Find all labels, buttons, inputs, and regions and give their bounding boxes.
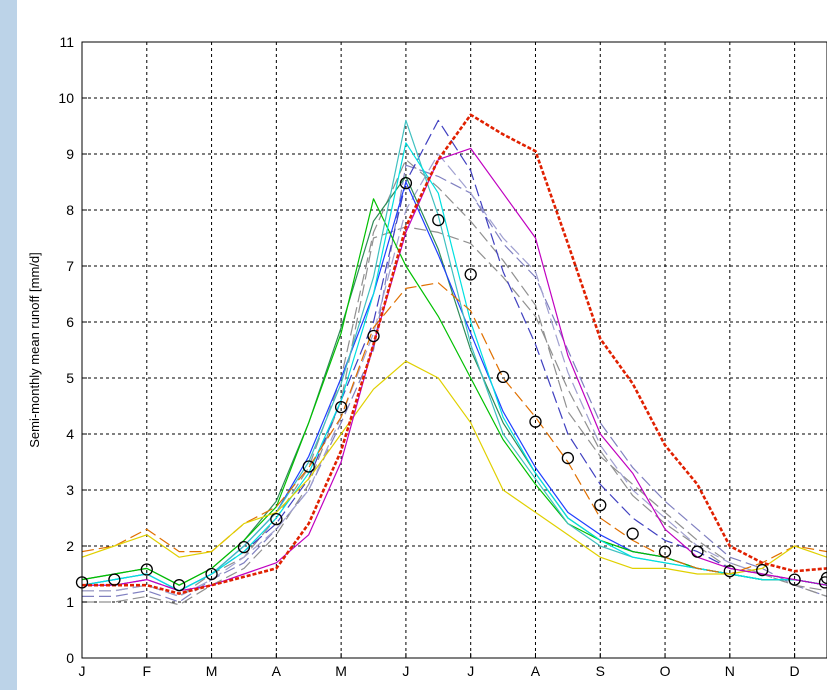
series-line-11 xyxy=(81,282,827,575)
axis-ticks: 0 1 2 3 4 5 6 7 8 9 10 11 J F M A M J J A S O N D xyxy=(58,34,799,679)
y-tick-label: 10 xyxy=(58,90,74,106)
runoff-chart: 0 1 2 3 4 5 6 7 8 9 10 11 J F M A M J J A S O N D Semi-monthly … xyxy=(27,34,827,679)
mean-point xyxy=(788,573,801,586)
mean-point xyxy=(108,573,121,586)
mean-point xyxy=(399,176,413,190)
y-tick-label: 9 xyxy=(66,146,74,162)
mean-point xyxy=(756,563,769,577)
series-line-3 xyxy=(82,159,827,598)
mean-point xyxy=(818,576,827,589)
y-tick-label: 7 xyxy=(66,258,74,274)
mean-point xyxy=(658,545,672,558)
x-tick-label: D xyxy=(790,663,800,679)
x-tick-label: M xyxy=(206,663,218,679)
mean-point xyxy=(237,540,251,554)
x-tick-label: M xyxy=(335,663,347,679)
y-tick-label: 8 xyxy=(66,202,74,218)
series-line-2 xyxy=(82,226,827,606)
mean-point xyxy=(723,565,736,578)
y-tick-label: 11 xyxy=(59,34,74,50)
mean-point xyxy=(270,512,283,526)
series-line-5 xyxy=(82,153,827,598)
series-line-13 xyxy=(82,147,827,592)
y-tick-label: 5 xyxy=(66,370,74,386)
mean-point xyxy=(173,579,186,592)
x-tick-label: O xyxy=(660,663,671,679)
mean-point xyxy=(140,563,153,576)
mean-point xyxy=(561,451,575,465)
x-tick-label: F xyxy=(143,663,152,679)
series-line-12 xyxy=(81,360,827,575)
mean-point xyxy=(496,370,510,384)
mean-point xyxy=(334,400,348,414)
y-tick-label: 2 xyxy=(66,538,74,554)
mean-point xyxy=(432,213,445,227)
series-lines xyxy=(81,113,827,606)
y-axis-label: Semi-monthly mean runoff [mm/d] xyxy=(27,252,42,448)
mean-point xyxy=(626,527,639,540)
mean-point xyxy=(464,268,477,281)
x-tick-label: A xyxy=(272,663,282,679)
grid xyxy=(82,42,827,658)
mean-point xyxy=(691,545,704,558)
x-tick-label: A xyxy=(531,663,541,679)
mean-markers xyxy=(75,176,827,592)
x-tick-label: J xyxy=(402,663,409,679)
y-tick-label: 4 xyxy=(66,426,74,442)
y-tick-label: 1 xyxy=(66,594,74,610)
series-line-1 xyxy=(82,164,827,603)
x-tick-label: S xyxy=(596,663,605,679)
mean-point xyxy=(529,415,542,428)
mean-point xyxy=(205,567,218,581)
plot-window: 0 1 2 3 4 5 6 7 8 9 10 11 J F M A M J J A S O N D Semi-monthly … xyxy=(17,0,827,690)
mean-point xyxy=(302,460,315,473)
y-tick-label: 6 xyxy=(66,314,74,330)
series-line-14 xyxy=(82,113,827,595)
mean-point xyxy=(594,498,607,512)
x-tick-label: J xyxy=(79,663,86,679)
series-line-7 xyxy=(81,181,827,592)
y-tick-label: 3 xyxy=(66,482,74,498)
y-tick-label: 0 xyxy=(66,650,74,666)
plot-area-border xyxy=(81,41,827,659)
x-tick-label: J xyxy=(467,663,474,679)
x-tick-label: N xyxy=(725,663,735,679)
mean-point xyxy=(367,329,380,343)
